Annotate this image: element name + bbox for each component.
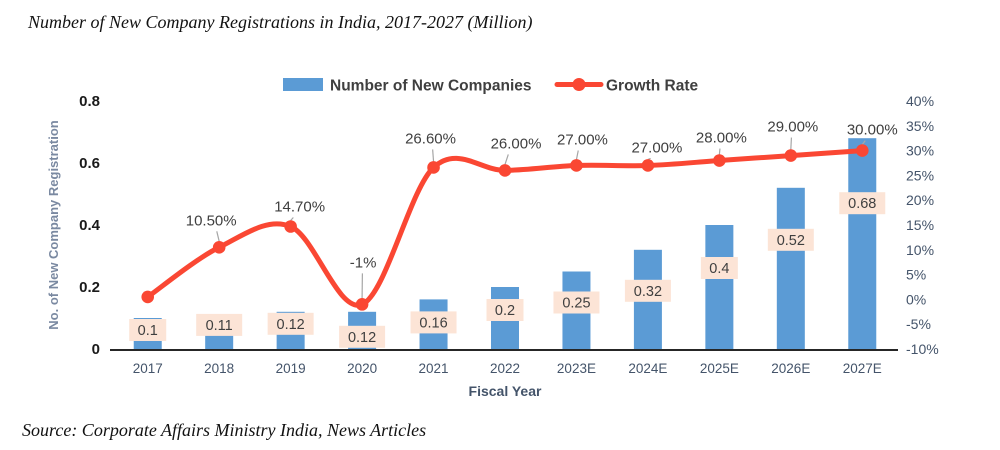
- growth-rate-line: [145, 148, 865, 308]
- bar-label-2025E: 0.4: [709, 261, 729, 277]
- leader-line-2018: [216, 231, 220, 242]
- left-tick-0.4: 0.4: [79, 217, 101, 234]
- right-tick-20%: 20%: [906, 192, 934, 208]
- right-tick-10%: 10%: [906, 242, 934, 258]
- x-tick-2026E: 2026E: [771, 361, 810, 376]
- left-tick-0.8: 0.8: [79, 93, 100, 110]
- bar-label-2023E: 0.25: [562, 296, 590, 312]
- bar-label-2021: 0.16: [419, 315, 447, 331]
- bar-2025E: [705, 225, 734, 349]
- growth-label-2022: 26.00%: [491, 135, 542, 152]
- x-tick-2017: 2017: [133, 361, 163, 376]
- leader-line-2023E: [575, 150, 579, 160]
- x-axis-title: Fiscal Year: [469, 383, 542, 399]
- bar-label-box-2027E: [839, 192, 886, 215]
- leader-line-2022: [504, 154, 509, 165]
- x-tick-2024E: 2024E: [628, 361, 667, 376]
- bar-label-2027E: 0.68: [848, 196, 876, 212]
- bar-label-box-2021: [410, 311, 457, 334]
- bar-2026E: [776, 187, 805, 349]
- bar-label-box-2018: [196, 313, 243, 336]
- growth-marker-2017: [141, 290, 155, 304]
- right-tick-40%: 40%: [906, 93, 934, 109]
- right-tick-30%: 30%: [906, 143, 934, 159]
- right-tick--5%: -5%: [906, 316, 931, 332]
- right-tick--10%: -10%: [906, 341, 939, 357]
- left-axis-title: No. of New Company Registration: [46, 120, 61, 330]
- legend-line-marker: [572, 78, 586, 91]
- x-tick-2025E: 2025E: [700, 361, 739, 376]
- chart-title: Number of New Company Registrations in I…: [28, 12, 533, 32]
- right-tick-5%: 5%: [906, 267, 926, 283]
- growth-marker-2024E: [641, 159, 655, 172]
- bar-label-2020: 0.12: [348, 330, 376, 346]
- x-tick-2023E: 2023E: [557, 361, 596, 376]
- bar-label-box-2025E: [700, 257, 738, 279]
- x-tick-2018: 2018: [204, 361, 234, 376]
- chart-source: Source: Corporate Affairs Ministry India…: [22, 420, 427, 440]
- legend-bar-swatch: [283, 78, 323, 91]
- bar-label-box-2024E: [624, 279, 671, 302]
- growth-label-2025E: 28.00%: [696, 130, 747, 147]
- left-tick-0: 0: [92, 341, 100, 358]
- growth-label-2021: 26.60%: [405, 130, 456, 147]
- bar-label-2024E: 0.32: [634, 284, 662, 300]
- growth-marker-2025E: [713, 154, 726, 167]
- leader-line-2021: [432, 149, 435, 162]
- x-tick-2027E: 2027E: [843, 361, 882, 376]
- leader-line-2025E: [718, 148, 721, 155]
- growth-label-2023E: 27.00%: [557, 131, 608, 148]
- bar-label-2018: 0.11: [206, 318, 233, 334]
- right-tick-0%: 0%: [906, 291, 926, 307]
- right-tick-25%: 25%: [906, 167, 934, 183]
- growth-marker-2027E: [855, 144, 869, 157]
- growth-marker-2020: [355, 298, 369, 311]
- bar-label-box-2023E: [553, 291, 600, 314]
- x-tick-2020: 2020: [347, 361, 377, 376]
- left-tick-0.6: 0.6: [79, 155, 100, 172]
- bar-label-2019: 0.12: [277, 317, 305, 333]
- growth-marker-2021: [427, 161, 440, 174]
- bar-label-box-2017: [129, 319, 167, 341]
- bar-label-box-2022: [486, 299, 524, 321]
- leader-line-2026E: [790, 137, 793, 150]
- left-tick-0.2: 0.2: [79, 279, 100, 296]
- growth-marker-2022: [498, 164, 512, 177]
- right-tick-15%: 15%: [906, 217, 934, 233]
- bar-label-box-2019: [267, 312, 314, 335]
- bar-2027E: [848, 138, 877, 349]
- x-tick-2022: 2022: [490, 361, 520, 376]
- leader-line-2027E: [861, 140, 866, 145]
- growth-marker-2018: [212, 241, 226, 254]
- bar-label-box-2026E: [767, 228, 814, 251]
- x-tick-2019: 2019: [276, 361, 306, 376]
- bar-label-2017: 0.1: [138, 323, 158, 339]
- right-tick-35%: 35%: [906, 118, 934, 134]
- bar-label-2022: 0.2: [495, 303, 515, 319]
- bar-label-box-2020: [339, 325, 386, 348]
- leader-line-2019: [290, 217, 294, 221]
- growth-marker-2026E: [784, 149, 798, 162]
- growth-label-2026E: 29.00%: [767, 119, 818, 136]
- growth-label-2018: 10.50%: [186, 212, 237, 229]
- growth-marker-2023E: [570, 159, 583, 172]
- growth-label-2027E: 30.00%: [847, 122, 898, 139]
- bar-label-2026E: 0.52: [777, 233, 805, 249]
- legend-bars-label: Number of New Companies: [330, 78, 532, 95]
- growth-marker-2019: [284, 220, 297, 233]
- legend-line-label: Growth Rate: [606, 78, 699, 95]
- growth-label-2024E: 27.00%: [631, 139, 682, 156]
- growth-label-2020: -1%: [350, 254, 377, 271]
- growth-label-2019: 14.70%: [274, 198, 325, 215]
- x-tick-2021: 2021: [419, 361, 449, 376]
